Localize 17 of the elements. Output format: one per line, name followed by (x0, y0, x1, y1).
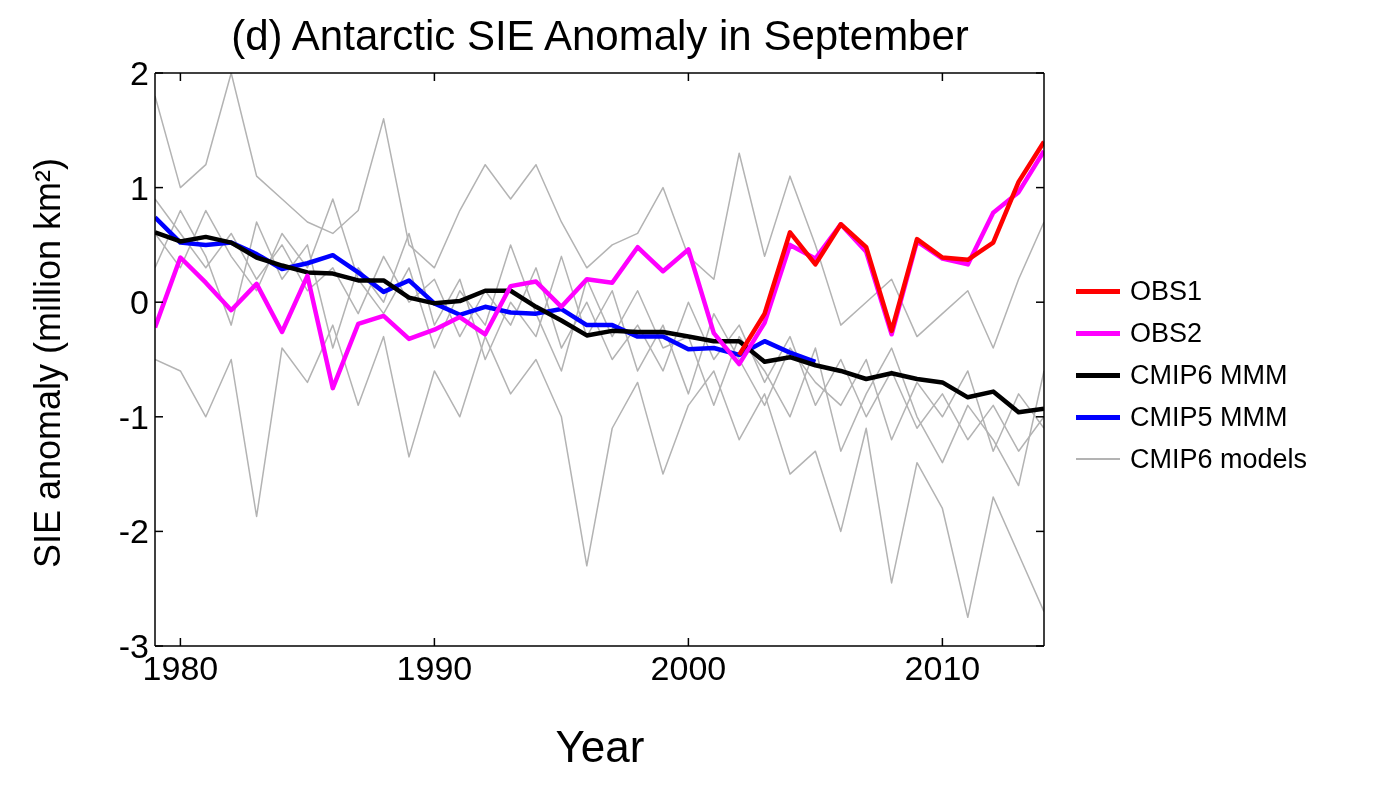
x-axis-title: Year (554, 721, 646, 773)
x-tick-label: 2000 (650, 649, 727, 688)
y-tick-label: -2 (118, 512, 149, 551)
y-tick-label: 0 (130, 283, 149, 322)
legend-label: CMIP5 MMM (1130, 401, 1288, 433)
chart-title: (d) Antarctic SIE Anomaly in September (230, 11, 970, 61)
x-tick-label: 2010 (904, 649, 981, 688)
x-tick-label: 1990 (396, 649, 473, 688)
legend-label: CMIP6 models (1130, 443, 1308, 475)
legend-label: CMIP6 MMM (1130, 359, 1288, 391)
y-tick-label: 2 (130, 54, 149, 93)
legend-label: OBS2 (1130, 317, 1203, 349)
legend-label: OBS1 (1130, 275, 1203, 307)
y-tick-label: -1 (118, 397, 149, 436)
y-axis-title: SIE anomaly (million km²) (26, 156, 69, 571)
line-series (736, 139, 1044, 358)
y-tick-label: 1 (130, 168, 149, 207)
